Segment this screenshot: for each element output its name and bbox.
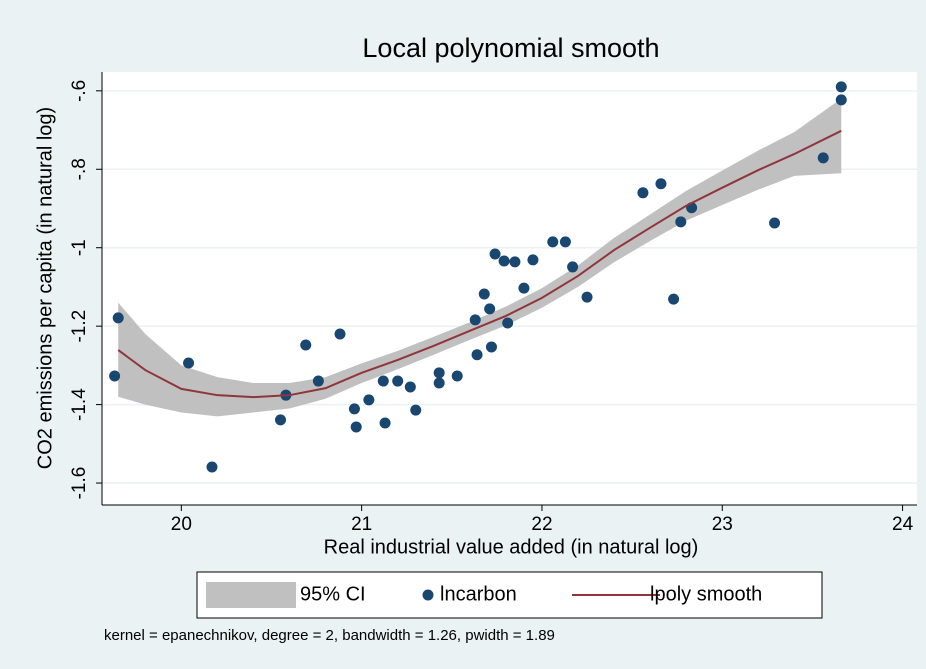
point: [547, 236, 559, 248]
point: [392, 375, 404, 387]
point: [478, 288, 490, 300]
smooth-line: [117, 129, 842, 399]
legend-swatch: [206, 582, 296, 608]
legend: [196, 571, 823, 619]
x-tick-label: 20: [171, 514, 192, 535]
point: [518, 282, 530, 294]
y-tick-label: -1.2: [69, 310, 90, 343]
point: [567, 261, 579, 273]
point: [410, 404, 422, 416]
point: [502, 317, 514, 329]
point: [312, 375, 324, 387]
point: [363, 394, 375, 406]
point: [489, 248, 501, 260]
point: [112, 312, 124, 324]
y-tick-label: -.6: [69, 80, 90, 102]
point: [350, 421, 362, 433]
point: [206, 461, 218, 473]
x-tick-label: 23: [712, 514, 733, 535]
point: [469, 314, 481, 326]
note: kernel = epanechnikov, degree = 2, bandw…: [104, 627, 555, 644]
point: [433, 367, 445, 379]
point: [668, 293, 680, 305]
point: [498, 255, 510, 267]
y-tick-label: -1.6: [69, 467, 90, 500]
point: [275, 414, 287, 426]
point: [484, 303, 496, 315]
y-tick-label: -1: [69, 239, 90, 256]
point: [433, 377, 445, 389]
y-axis-title: CO2 emissions per capita (in natural log…: [34, 107, 56, 469]
point: [835, 81, 847, 93]
legend-label: 95% CI: [300, 583, 366, 605]
ci-band: [118, 98, 842, 417]
point: [451, 370, 463, 382]
point: [581, 291, 593, 303]
point: [334, 328, 346, 340]
point: [817, 152, 829, 164]
point: [109, 370, 121, 382]
x-tick-label: 21: [351, 514, 372, 535]
point: [559, 236, 571, 248]
x-tick-label: 24: [892, 514, 914, 535]
point: [377, 375, 389, 387]
point: [655, 178, 667, 190]
point: [300, 339, 312, 351]
point: [835, 94, 847, 106]
point: [769, 217, 781, 229]
point: [509, 256, 521, 268]
point: [471, 349, 483, 361]
legend-label: lncarbon: [440, 583, 517, 605]
chart-title: Local polynomial smooth: [362, 33, 659, 63]
point: [527, 254, 539, 266]
y-tick-label: -1.4: [69, 388, 90, 421]
x-axis-title: Real industrial value added (in natural …: [324, 536, 699, 558]
y-tick-label: -.8: [69, 158, 90, 180]
x-tick-label: 22: [531, 514, 552, 535]
point: [348, 403, 360, 415]
legend-swatch: [422, 589, 434, 601]
legend-label: lpoly smooth: [650, 583, 762, 605]
point: [183, 357, 195, 369]
point: [485, 341, 497, 353]
point: [379, 417, 391, 429]
point: [675, 216, 687, 228]
point: [404, 381, 416, 393]
point: [637, 187, 649, 199]
